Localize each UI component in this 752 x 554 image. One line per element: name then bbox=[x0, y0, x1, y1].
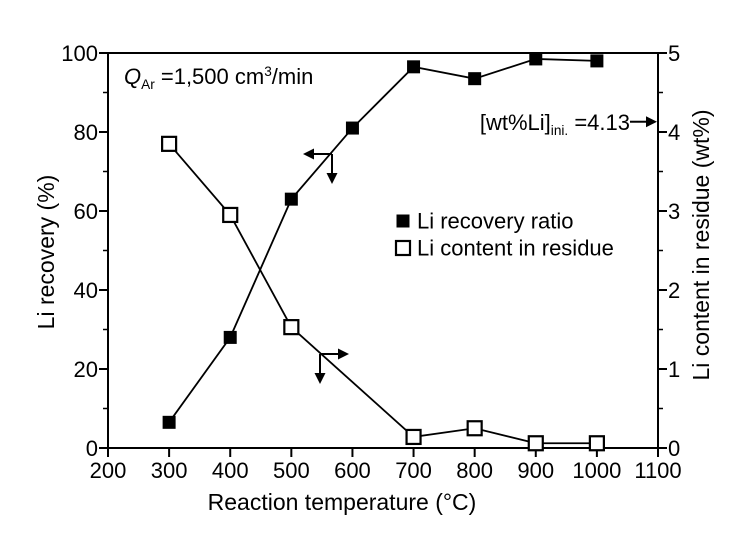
legend-marker-filled-square bbox=[396, 214, 410, 228]
data-point-open-square bbox=[466, 420, 483, 437]
y-left-tick-label: 60 bbox=[74, 199, 98, 224]
data-point-filled-square bbox=[468, 72, 482, 86]
annotation-initial-li-content: [wt%Li]ini. =4.13 bbox=[450, 110, 630, 138]
y-left-tick-label: 0 bbox=[86, 436, 98, 461]
y-right-tick-label: 5 bbox=[668, 41, 680, 66]
annotation-initial-subscript: ini. bbox=[550, 123, 569, 139]
data-point-filled-square bbox=[162, 415, 176, 429]
x-tick-label: 700 bbox=[395, 458, 432, 483]
y-right-tick-label: 1 bbox=[668, 357, 680, 382]
x-tick-label: 400 bbox=[212, 458, 249, 483]
series-line-right bbox=[168, 143, 597, 445]
residue-right-arrow-head bbox=[338, 348, 349, 360]
x-axis-title: Reaction temperature (°C) bbox=[208, 489, 477, 515]
x-tick-label: 1100 bbox=[634, 458, 681, 483]
data-point-filled-square bbox=[407, 60, 421, 74]
y-right-tick-label: 2 bbox=[668, 278, 680, 303]
x-tick-label: 200 bbox=[90, 458, 127, 483]
annotation-initial-symbol: [wt%Li] bbox=[479, 110, 551, 135]
annotation-initial-value: =4.13 bbox=[568, 110, 630, 135]
annotation-flow-value: =1,500 cm bbox=[154, 64, 265, 89]
y-right-tick-label: 4 bbox=[668, 120, 680, 145]
y-left-axis-title: Li recovery (%) bbox=[33, 175, 59, 330]
data-point-open-square bbox=[283, 319, 300, 336]
x-tick-label: 600 bbox=[334, 458, 371, 483]
data-point-open-square bbox=[588, 435, 605, 452]
x-tick-label: 800 bbox=[456, 458, 493, 483]
data-point-filled-square bbox=[529, 52, 543, 66]
annotation-flow-superscript: 3 bbox=[264, 63, 272, 79]
x-tick-label: 300 bbox=[151, 458, 188, 483]
annotation-flow-unit: /min bbox=[271, 64, 314, 89]
data-point-open-square bbox=[405, 428, 422, 446]
y-left-tick-label: 20 bbox=[74, 357, 98, 382]
recovery-left-arrow-head bbox=[303, 148, 314, 160]
legend-label: Li content in residue bbox=[417, 236, 614, 261]
y-right-tick-label: 3 bbox=[668, 199, 680, 224]
y-left-tick-label: 40 bbox=[74, 278, 98, 303]
x-tick-label: 1000 bbox=[572, 458, 621, 483]
y-left-tick-label: 100 bbox=[61, 41, 98, 66]
y-right-axis-title: Li content in residue (wt%) bbox=[688, 109, 714, 380]
residue-down-arrow-head bbox=[314, 373, 326, 384]
x-tick-label: 500 bbox=[273, 458, 310, 483]
x-tick-label: 900 bbox=[517, 458, 554, 483]
data-point-filled-square bbox=[345, 121, 359, 135]
initial-annotation-arrow-head bbox=[646, 116, 657, 128]
y-left-tick-label: 80 bbox=[74, 120, 98, 145]
legend-label: Li recovery ratio bbox=[417, 209, 574, 234]
data-point-filled-square bbox=[590, 54, 604, 68]
annotation-flow-subscript: Ar bbox=[141, 77, 155, 93]
y-right-tick-label: 0 bbox=[668, 436, 680, 461]
annotation-argon-flow: QAr =1,500 cm3/min bbox=[124, 63, 314, 93]
data-point-filled-square bbox=[284, 192, 298, 206]
legend-marker-open-square bbox=[394, 239, 412, 257]
annotation-flow-symbol: Q bbox=[124, 64, 142, 89]
data-point-filled-square bbox=[223, 330, 237, 344]
series-line-left bbox=[168, 58, 597, 423]
recovery-down-arrow-head bbox=[326, 173, 338, 184]
data-point-open-square bbox=[161, 135, 178, 152]
data-point-open-square bbox=[527, 435, 544, 452]
data-point-open-square bbox=[222, 206, 239, 224]
